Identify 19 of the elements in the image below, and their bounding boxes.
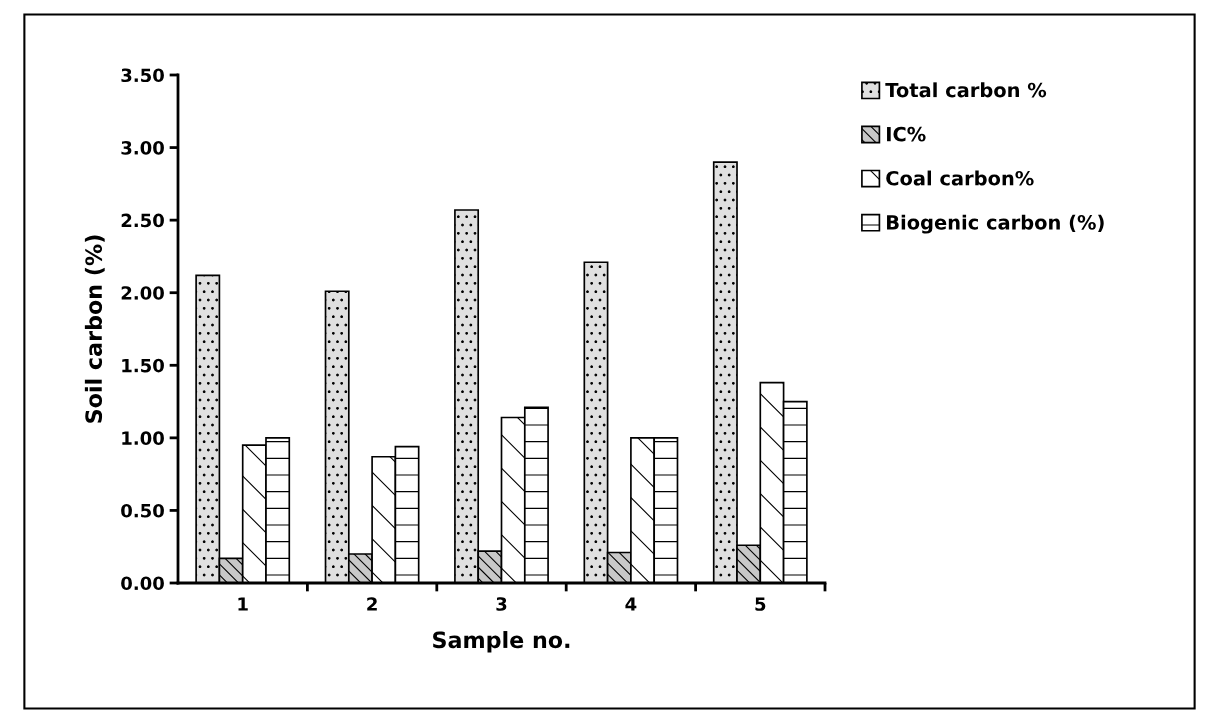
x-tick-label: 3 [496, 597, 507, 611]
x-tick-label: 2 [367, 597, 377, 611]
x-tick-label: 1 [238, 597, 248, 611]
y-tick-label: 1.00 [122, 431, 164, 445]
legend-label: Total carbon % [885, 82, 1047, 98]
y-tick-label: 3.50 [121, 68, 164, 83]
y-tick-label: 2.50 [121, 213, 164, 228]
y-tick-label: 2.00 [121, 286, 164, 300]
x-tick-label: 4 [625, 597, 637, 611]
legend-label: Coal carbon% [886, 170, 1034, 186]
x-tick-label: 5 [755, 597, 766, 611]
y-tick-label: 0.00 [121, 576, 164, 591]
y-tick-label: 3.00 [121, 141, 164, 155]
x-axis-title: Sample no. [433, 631, 570, 653]
y-tick-label: 0.50 [121, 503, 164, 518]
y-tick-label: 1.50 [122, 358, 164, 373]
y-axis-title: Soil carbon (%) [84, 235, 105, 423]
legend-label: Biogenic carbon (%) [887, 214, 1104, 234]
legend-label: IC% [887, 126, 926, 142]
